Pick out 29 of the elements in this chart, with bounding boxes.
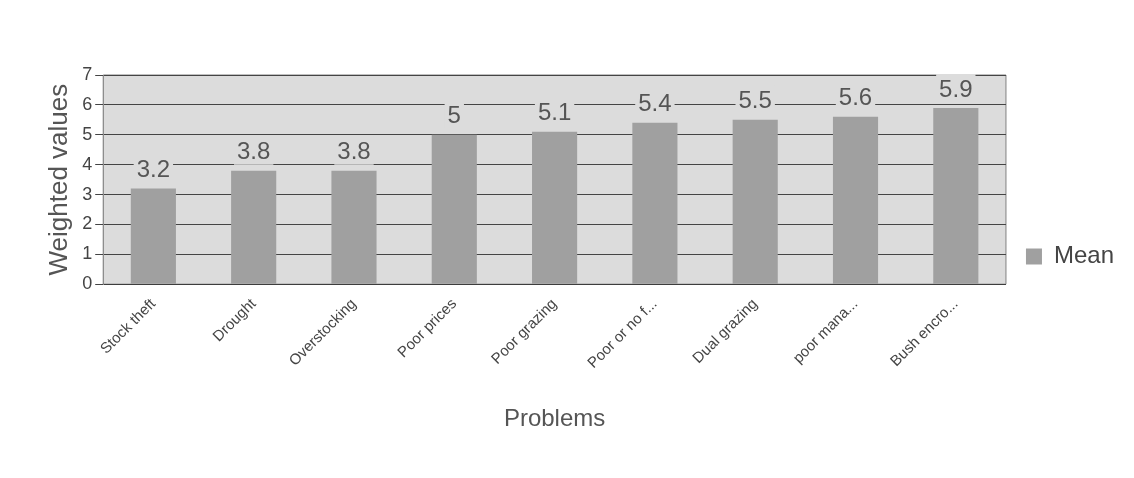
y-tick-label: 0 [82,273,93,294]
bar [231,170,277,284]
data-label: 5.6 [838,83,873,111]
bar [632,122,678,284]
y-tick-label: 4 [82,153,93,174]
data-label: 3.2 [136,155,171,183]
y-tick-label: 6 [82,93,93,114]
y-tick-label: 3 [82,183,93,204]
bar [130,188,176,284]
y-axis-title: Weighted values [42,83,73,276]
bar [933,107,979,284]
y-tick-label: 2 [82,213,93,234]
bar [832,116,879,284]
bar [331,170,377,284]
bar [532,131,578,284]
y-tick-label: 7 [82,63,93,84]
y-tick-label: 5 [82,123,93,144]
data-label: 5.5 [738,86,772,114]
data-label: 3.8 [337,137,371,165]
legend-label: Mean [1053,241,1115,269]
bar [732,119,778,284]
data-label: 5.1 [537,98,572,126]
data-label: 3.8 [236,137,271,165]
bar [431,134,477,284]
y-tick-label: 1 [82,243,93,264]
data-label: 5.4 [638,89,672,117]
data-label: 5.9 [939,74,973,102]
data-label: 5 [447,101,461,129]
x-axis-title: Problems [503,404,606,432]
